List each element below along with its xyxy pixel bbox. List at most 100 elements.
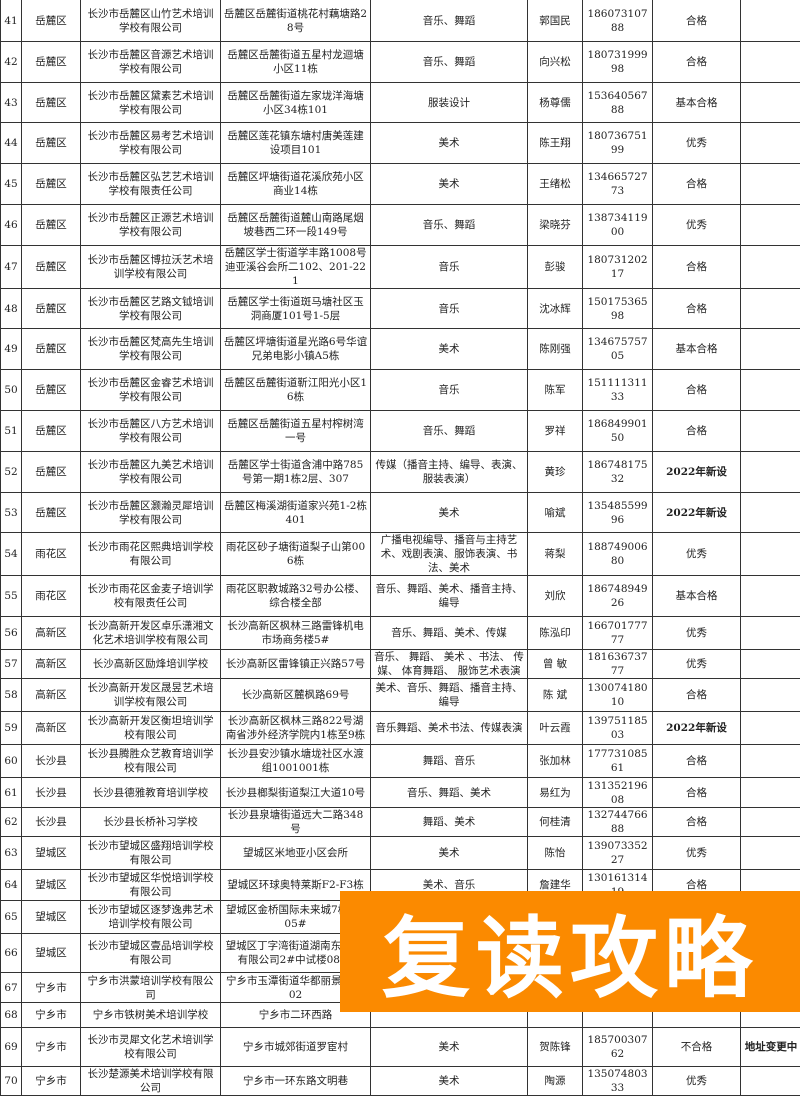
cell-name: 长沙市岳麓区山竹艺术培训学校有限公司 [81, 0, 221, 42]
cell-note [741, 246, 800, 289]
cell-rating: 优秀 [653, 1067, 741, 1096]
cell-district: 岳麓区 [22, 452, 81, 493]
cell-district: 岳麓区 [22, 205, 81, 246]
cell-contact: 黄珍 [528, 452, 583, 493]
cell-phone: 13873411900 [583, 205, 653, 246]
cell-name: 长沙市岳麓区黛素艺术培训学校有限公司 [81, 83, 221, 123]
cell-subject: 美术 [371, 1028, 528, 1067]
cell-address: 岳麓区岳麓街道五星村龙迴塘小区11栋 [221, 42, 371, 83]
cell-rating: 合格 [653, 778, 741, 808]
cell-contact: 向兴松 [528, 42, 583, 83]
cell-district: 高新区 [22, 617, 81, 650]
cell-no: 49 [1, 329, 22, 370]
cell-contact: 喻斌 [528, 493, 583, 533]
cell-rating: 2022年新设 [653, 493, 741, 533]
watermark-text: 复读攻略 [382, 888, 758, 1015]
cell-no: 42 [1, 42, 22, 83]
cell-contact: 叶云霞 [528, 712, 583, 745]
cell-no: 58 [1, 679, 22, 712]
cell-address: 长沙县榔梨街道梨江大道10号 [221, 778, 371, 808]
cell-phone: 13007418010 [583, 679, 653, 712]
cell-contact: 梁晓芬 [528, 205, 583, 246]
cell-name: 长沙高新开发区晟昱艺术培训学校有限公司 [81, 679, 221, 712]
cell-district: 长沙县 [22, 808, 81, 837]
cell-contact: 陈怡 [528, 837, 583, 870]
cell-name: 长沙市岳麓区弘艺艺术培训学校有限责任公司 [81, 164, 221, 205]
cell-address: 岳麓区梅溪湖街道家兴苑1-2栋401 [221, 493, 371, 533]
cell-contact: 陈刚强 [528, 329, 583, 370]
cell-contact: 陈王翔 [528, 123, 583, 164]
cell-subject: 传媒（播音主持、编导、表演、服装表演） [371, 452, 528, 493]
cell-subject: 音乐、舞蹈 [371, 42, 528, 83]
cell-contact: 曾 敏 [528, 650, 583, 679]
cell-note [741, 650, 800, 679]
cell-note [741, 452, 800, 493]
cell-note [741, 745, 800, 778]
cell-note [741, 808, 800, 837]
cell-rating: 合格 [653, 0, 741, 42]
cell-no: 68 [1, 1003, 22, 1028]
cell-contact: 陶源 [528, 1067, 583, 1096]
cell-subject: 广播电视编导、播音与主持艺术、戏剧表演、服饰表演、书法、美术 [371, 533, 528, 576]
cell-rating: 合格 [653, 808, 741, 837]
cell-note [741, 83, 800, 123]
cell-name: 长沙市岳麓区八方艺术培训学校有限公司 [81, 411, 221, 452]
cell-no: 50 [1, 370, 22, 411]
cell-no: 56 [1, 617, 22, 650]
cell-phone: 18073120217 [583, 246, 653, 289]
cell-phone: 16670177777 [583, 617, 653, 650]
cell-phone: 13467575705 [583, 329, 653, 370]
cell-address: 长沙高新区麓枫路69号 [221, 679, 371, 712]
cell-no: 65 [1, 901, 22, 934]
cell-district: 岳麓区 [22, 289, 81, 329]
cell-phone: 18073199998 [583, 42, 653, 83]
cell-subject: 服装设计 [371, 83, 528, 123]
cell-district: 雨花区 [22, 576, 81, 617]
cell-name: 长沙高新开发区衡坦培训学校有限公司 [81, 712, 221, 745]
cell-address: 雨花区职教城路32号办公楼、综合楼全部 [221, 576, 371, 617]
cell-name: 长沙楚源美术培训学校有限公司 [81, 1067, 221, 1096]
cell-address: 岳麓区学士街道斑马塘社区玉洞商厦101号1-5层 [221, 289, 371, 329]
cell-name: 长沙市望城区盛翔培训学校有限公司 [81, 837, 221, 870]
cell-address: 宁乡市城郊街道罗宦村 [221, 1028, 371, 1067]
cell-phone: 15111131133 [583, 370, 653, 411]
cell-address: 岳麓区岳麓街道五星村榨树湾一号 [221, 411, 371, 452]
cell-subject: 音乐、舞蹈 [371, 411, 528, 452]
cell-district: 岳麓区 [22, 0, 81, 42]
cell-rating: 合格 [653, 745, 741, 778]
cell-rating: 优秀 [653, 650, 741, 679]
cell-no: 44 [1, 123, 22, 164]
cell-rating: 优秀 [653, 837, 741, 870]
cell-no: 51 [1, 411, 22, 452]
cell-no: 52 [1, 452, 22, 493]
cell-subject: 音乐、舞蹈、美术 [371, 778, 528, 808]
cell-name: 长沙市岳麓区正源艺术培训学校有限公司 [81, 205, 221, 246]
cell-district: 岳麓区 [22, 123, 81, 164]
cell-note [741, 617, 800, 650]
cell-subject: 美术 [371, 164, 528, 205]
cell-district: 宁乡市 [22, 973, 81, 1003]
cell-subject: 音乐 [371, 246, 528, 289]
cell-subject: 美术 [371, 493, 528, 533]
cell-district: 岳麓区 [22, 493, 81, 533]
cell-name: 长沙市雨花区金麦子培训学校有限责任公司 [81, 576, 221, 617]
cell-contact: 张加林 [528, 745, 583, 778]
cell-subject: 舞蹈、美术 [371, 808, 528, 837]
cell-address: 岳麓区岳麓街道靳江阳光小区16栋 [221, 370, 371, 411]
cell-contact: 郭国民 [528, 0, 583, 42]
cell-phone: 18674894926 [583, 576, 653, 617]
cell-subject: 美术 [371, 837, 528, 870]
cell-district: 长沙县 [22, 778, 81, 808]
